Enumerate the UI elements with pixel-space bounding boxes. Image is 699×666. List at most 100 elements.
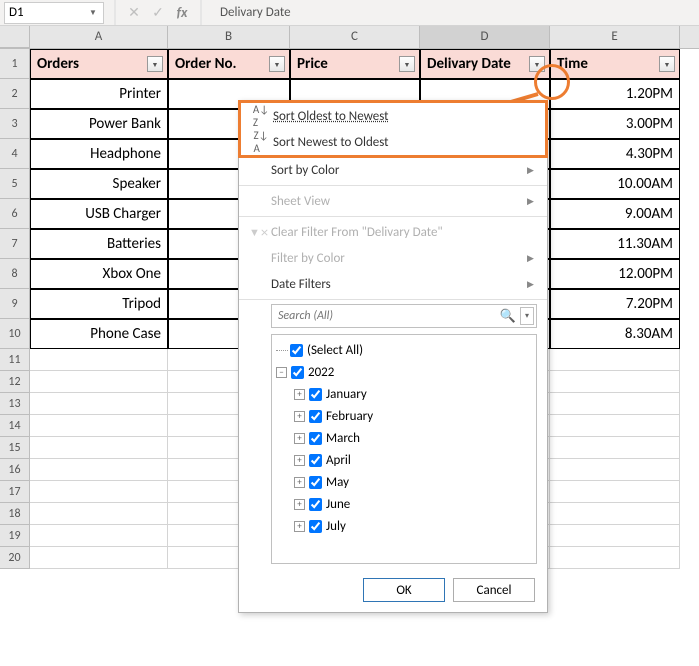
select-all-checkbox[interactable] xyxy=(290,344,303,357)
empty-cell[interactable] xyxy=(550,459,680,481)
tree-year[interactable]: − 2022 xyxy=(276,361,532,383)
expand-icon[interactable]: + xyxy=(294,411,305,422)
month-checkbox[interactable] xyxy=(309,498,322,511)
date-filters[interactable]: Date Filters ▶ xyxy=(239,271,547,297)
month-checkbox[interactable] xyxy=(309,432,322,445)
table-cell[interactable]: Tripod xyxy=(30,289,168,319)
row-header[interactable]: 7 xyxy=(0,229,30,259)
empty-cell[interactable] xyxy=(30,349,168,371)
row-header[interactable]: 13 xyxy=(0,393,30,415)
sort-newest-oldest[interactable]: Z↓A Sort Newest to Oldest xyxy=(241,129,545,155)
collapse-icon[interactable]: − xyxy=(276,367,287,378)
row-header[interactable]: 11 xyxy=(0,349,30,371)
table-cell[interactable]: 3.00PM xyxy=(550,109,680,139)
empty-cell[interactable] xyxy=(550,437,680,459)
row-header[interactable]: 12 xyxy=(0,371,30,393)
empty-cell[interactable] xyxy=(30,371,168,393)
fx-icon[interactable]: fx xyxy=(170,4,194,21)
row-header[interactable]: 15 xyxy=(0,437,30,459)
tree-month[interactable]: +May xyxy=(294,471,532,493)
col-header-c[interactable]: C xyxy=(290,26,420,48)
col-header-d[interactable]: D xyxy=(420,26,550,48)
row-header[interactable]: 17 xyxy=(0,481,30,503)
table-header-c[interactable]: Price▼ xyxy=(290,49,420,79)
row-header[interactable]: 10 xyxy=(0,319,30,349)
empty-cell[interactable] xyxy=(550,349,680,371)
filter-search-input[interactable] xyxy=(278,309,498,323)
name-box[interactable]: D1 ▼ xyxy=(4,2,104,24)
empty-cell[interactable] xyxy=(30,437,168,459)
ok-button[interactable]: OK xyxy=(363,578,445,602)
expand-icon[interactable]: + xyxy=(294,455,305,466)
row-header[interactable]: 8 xyxy=(0,259,30,289)
formula-bar-value[interactable]: Delivary Date xyxy=(208,5,699,20)
table-cell[interactable]: Speaker xyxy=(30,169,168,199)
row-header[interactable]: 14 xyxy=(0,415,30,437)
row-header[interactable]: 19 xyxy=(0,525,30,547)
filter-search-box[interactable]: 🔍 ▾ xyxy=(271,304,537,328)
tree-select-all[interactable]: (Select All) xyxy=(276,339,532,361)
filter-dropdown-button[interactable]: ▼ xyxy=(399,56,415,72)
filter-dropdown-button[interactable]: ▼ xyxy=(529,56,545,72)
empty-cell[interactable] xyxy=(30,459,168,481)
table-cell[interactable]: 9.00AM xyxy=(550,199,680,229)
search-dropdown-icon[interactable]: ▾ xyxy=(520,307,534,325)
row-header[interactable]: 18 xyxy=(0,503,30,525)
filter-dropdown-button[interactable]: ▼ xyxy=(269,56,285,72)
empty-cell[interactable] xyxy=(30,525,168,547)
empty-cell[interactable] xyxy=(30,503,168,525)
table-cell[interactable]: 11.30AM xyxy=(550,229,680,259)
col-header-e[interactable]: E xyxy=(550,26,680,48)
table-cell[interactable]: USB Charger xyxy=(30,199,168,229)
tree-month[interactable]: +July xyxy=(294,515,532,537)
row-header[interactable]: 9 xyxy=(0,289,30,319)
table-header-d[interactable]: Delivary Date▼ xyxy=(420,49,550,79)
row-header[interactable]: 2 xyxy=(0,79,30,109)
table-cell[interactable]: 12.00PM xyxy=(550,259,680,289)
empty-cell[interactable] xyxy=(550,371,680,393)
table-header-b[interactable]: Order No.▼ xyxy=(168,49,290,79)
col-header-b[interactable]: B xyxy=(168,26,290,48)
table-cell[interactable]: Xbox One xyxy=(30,259,168,289)
tree-month[interactable]: +January xyxy=(294,383,532,405)
col-header-a[interactable]: A xyxy=(30,26,168,48)
month-checkbox[interactable] xyxy=(309,454,322,467)
tree-month[interactable]: +June xyxy=(294,493,532,515)
empty-cell[interactable] xyxy=(550,503,680,525)
table-cell[interactable]: Power Bank xyxy=(30,109,168,139)
filter-dropdown-button[interactable]: ▼ xyxy=(147,56,163,72)
empty-cell[interactable] xyxy=(30,547,168,569)
empty-cell[interactable] xyxy=(550,415,680,437)
table-header-a[interactable]: Orders▼ xyxy=(30,49,168,79)
row-header[interactable]: 20 xyxy=(0,547,30,569)
table-cell[interactable]: 10.00AM xyxy=(550,169,680,199)
select-all-corner[interactable] xyxy=(0,26,30,48)
empty-cell[interactable] xyxy=(550,525,680,547)
filter-dropdown-button[interactable]: ▼ xyxy=(659,56,675,72)
row-header[interactable]: 6 xyxy=(0,199,30,229)
row-header[interactable]: 3 xyxy=(0,109,30,139)
row-header[interactable]: 4 xyxy=(0,139,30,169)
month-checkbox[interactable] xyxy=(309,520,322,533)
row-header[interactable]: 16 xyxy=(0,459,30,481)
empty-cell[interactable] xyxy=(30,481,168,503)
empty-cell[interactable] xyxy=(30,415,168,437)
table-cell[interactable]: 4.30PM xyxy=(550,139,680,169)
table-header-e[interactable]: Time▼ xyxy=(550,49,680,79)
expand-icon[interactable]: + xyxy=(294,477,305,488)
expand-icon[interactable]: + xyxy=(294,433,305,444)
table-cell[interactable]: 8.30AM xyxy=(550,319,680,349)
tree-month[interactable]: +February xyxy=(294,405,532,427)
row-header[interactable]: 5 xyxy=(0,169,30,199)
table-cell[interactable]: Headphone xyxy=(30,139,168,169)
expand-icon[interactable]: + xyxy=(294,389,305,400)
expand-icon[interactable]: + xyxy=(294,499,305,510)
empty-cell[interactable] xyxy=(30,393,168,415)
cancel-button[interactable]: Cancel xyxy=(453,578,535,602)
empty-cell[interactable] xyxy=(550,481,680,503)
table-cell[interactable]: Batteries xyxy=(30,229,168,259)
tree-month[interactable]: +March xyxy=(294,427,532,449)
month-checkbox[interactable] xyxy=(309,410,322,423)
table-cell[interactable]: 1.20PM xyxy=(550,79,680,109)
empty-cell[interactable] xyxy=(550,547,680,569)
